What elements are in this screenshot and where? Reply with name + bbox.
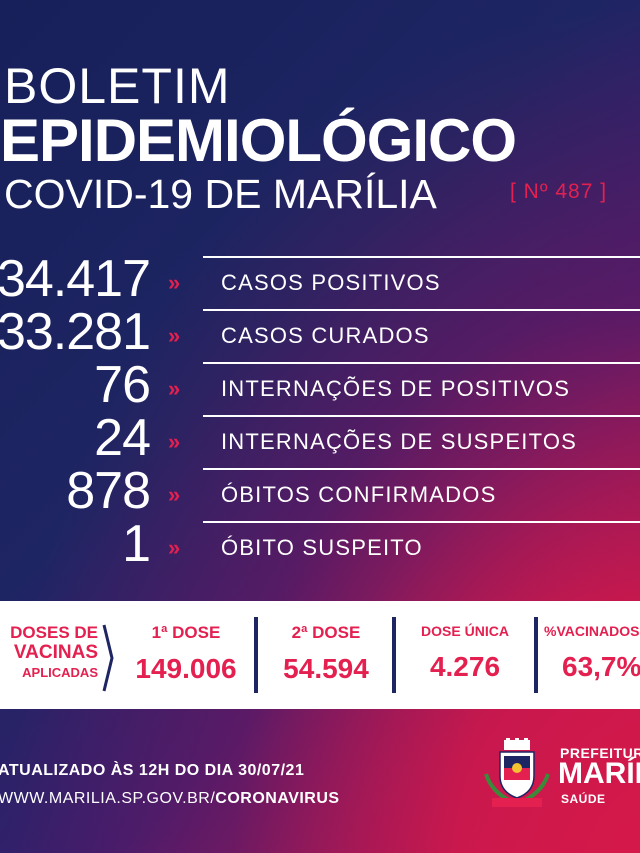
edition-badge: [ Nº 487 ] <box>510 180 608 203</box>
chevron-right-icon: » <box>168 429 180 454</box>
stat-label: ÓBITOS CONFIRMADOS <box>221 482 497 507</box>
chevron-right-icon: » <box>168 482 180 507</box>
stat-label: ÓBITO SUSPEITO <box>221 535 423 560</box>
dose-second: 2ª DOSE 54.594 <box>262 623 390 685</box>
row-divider <box>203 415 640 417</box>
bracket-icon <box>102 624 114 692</box>
website-url[interactable]: WWW.MARILIA.SP.GOV.BR/CORONAVIRUS <box>0 790 340 808</box>
title-boletim: BOLETIM <box>4 58 231 114</box>
dose-percent: %VACINADOS 63,7% <box>544 623 640 683</box>
title-epidemiologico: EPIDEMIOLÓGICO <box>0 107 517 174</box>
stat-row: 76 » INTERNAÇÕES DE POSITIVOS <box>0 356 640 415</box>
stats-list: 34.417 » CASOS POSITIVOS 33.281 » CASOS … <box>0 250 640 574</box>
dose-label: 1ª DOSE <box>151 623 221 642</box>
stat-label: CASOS POSITIVOS <box>221 270 441 295</box>
dose-label: DOSE ÚNICA <box>421 623 509 639</box>
url-domain: WWW.MARILIA.SP.GOV.BR/ <box>0 790 216 807</box>
stat-row: 33.281 » CASOS CURADOS <box>0 303 640 362</box>
chevron-right-icon: » <box>168 270 180 295</box>
stat-value: 33.281 <box>0 303 151 361</box>
vaccination-title: DOSES DE VACINAS APLICADAS <box>0 623 98 683</box>
dose-label: 2ª DOSE <box>291 623 361 642</box>
department-label: SAÚDE <box>561 792 606 806</box>
updated-timestamp: ATUALIZADO ÀS 12H DO DIA 30/07/21 <box>0 762 305 779</box>
city-crest-icon <box>484 738 550 807</box>
stat-value: 76 <box>94 356 151 414</box>
dose-value: 4.276 <box>429 651 501 682</box>
row-divider <box>203 309 640 311</box>
dose-single: DOSE ÚNICA 4.276 <box>400 623 530 683</box>
row-divider <box>203 521 640 523</box>
stat-value: 878 <box>66 462 151 520</box>
vaccination-panel: DOSES DE VACINAS APLICADAS 1ª DOSE 149.0… <box>0 601 640 709</box>
chevron-right-icon: » <box>168 535 180 560</box>
stat-value: 24 <box>94 409 151 467</box>
stat-row: 878 » ÓBITOS CONFIRMADOS <box>0 462 640 521</box>
stat-label: CASOS CURADOS <box>221 323 430 348</box>
stat-value: 34.417 <box>0 250 151 308</box>
stat-row: 1 » ÓBITO SUSPEITO <box>0 515 640 574</box>
dose-first: 1ª DOSE 149.006 <box>118 623 254 685</box>
dose-label: %VACINADOS <box>544 623 640 639</box>
vaccination-title-line3: APLICADAS <box>22 665 98 680</box>
stat-row: 24 » INTERNAÇÕES DE SUSPEITOS <box>0 409 640 468</box>
stat-label: INTERNAÇÕES DE POSITIVOS <box>221 376 571 401</box>
url-path: CORONAVIRUS <box>215 790 340 807</box>
dose-value: 54.594 <box>283 653 369 684</box>
stat-label: INTERNAÇÕES DE SUSPEITOS <box>221 429 578 454</box>
row-divider <box>203 256 640 258</box>
chevron-right-icon: » <box>168 376 180 401</box>
city-name: MARÍLIA <box>558 757 640 790</box>
dose-value: 63,7% <box>562 651 640 682</box>
dose-value: 149.006 <box>135 653 237 684</box>
column-divider <box>534 617 538 693</box>
column-divider <box>254 617 258 693</box>
stat-row: 34.417 » CASOS POSITIVOS <box>0 250 640 309</box>
subtitle-covid: COVID-19 DE MARÍLIA <box>4 171 437 217</box>
vaccination-title-line2: VACINAS <box>13 642 98 663</box>
vaccination-title-line1: DOSES DE <box>10 623 98 642</box>
row-divider <box>203 468 640 470</box>
chevron-right-icon: » <box>168 323 180 348</box>
row-divider <box>203 362 640 364</box>
prefeitura-label: PREFEITURA <box>560 745 640 761</box>
column-divider <box>392 617 396 693</box>
stat-value: 1 <box>122 515 151 573</box>
